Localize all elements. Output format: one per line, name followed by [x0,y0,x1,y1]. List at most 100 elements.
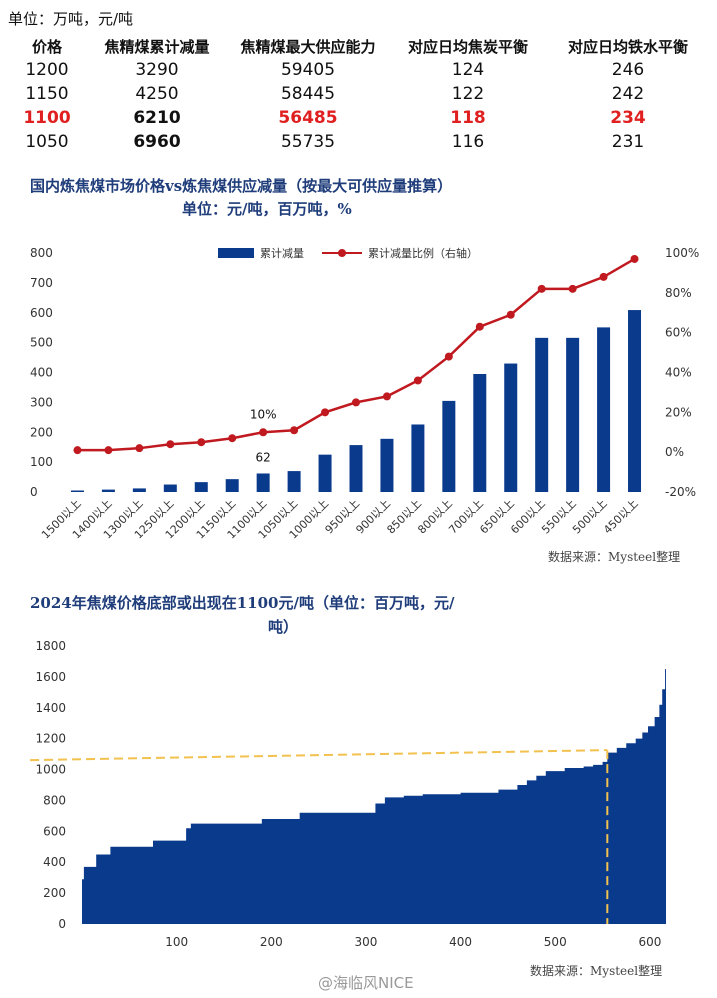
bar [349,445,363,492]
table-cell: 6960 [133,132,181,152]
table-cell: 58445 [280,84,336,104]
bar [535,337,549,492]
y-right-tick-label: 40% [665,366,692,380]
y-right-tick-label: 100% [665,246,699,260]
bar [132,488,146,492]
chart1-title: 国内炼焦煤市场价格vs炼焦煤供应减量（按最大可供应量推算） [30,177,453,195]
table-row: 1150 4250 58445 122 242 [8,82,708,106]
bar [70,490,84,492]
price-distribution-chart: 0 200 400 600 800 1000 1200 1400 1600 1800 100 200 3… [29,639,666,949]
table-header-row: 价格 焦精煤累计减量 焦精煤最大供应能力 对应日均焦炭平衡 对应日均铁水平衡 [8,34,708,58]
table-cell: 122 [451,84,485,104]
table-cell: 246 [611,60,645,80]
y-tick-label: 400 [43,855,66,869]
header-cumulative-reduction: 焦精煤累计减量 [104,37,210,56]
supply-reduction-chart: 0 100 200 300 400 500 600 700 800 -20% 0% 20% 40% 60%… [30,246,699,541]
table-cell: 56485 [278,108,338,128]
ratio-point [444,352,453,361]
legend-line-marker [338,249,346,257]
table-cell: 234 [610,108,646,128]
y-tick-label: 0 [58,917,66,931]
ratio-point [630,254,639,263]
y-tick-label: 1000 [35,763,66,777]
x-tick-label: 200 [260,935,283,949]
table-cell: 231 [611,132,645,152]
header-iron-balance: 对应日均铁水平衡 [567,37,688,56]
table-cell: 3290 [135,60,179,80]
bar [318,454,332,492]
table-cell: 1150 [25,84,69,104]
bar [597,327,611,492]
header-max-supply: 焦精煤最大供应能力 [240,37,376,56]
chart1-subtitle: 单位：元/吨，百万吨，% [182,200,352,218]
bar [504,363,518,492]
y-left-tick-label: 100 [30,455,53,469]
y-left-tick-label: 400 [30,366,53,380]
y-tick-label: 1200 [35,732,66,746]
header-price: 价格 [31,37,62,56]
header-coke-balance: 对应日均焦炭平衡 [407,37,528,56]
ratio-point [197,438,206,447]
chart2-title: 2024年焦煤价格底部或出现在1100元/吨（单位：百万吨，元/ [30,594,455,612]
watermark: @海临风NICE [318,974,414,992]
legend-line-label: 累计减量比例（右轴） [368,246,478,260]
ratio-point [228,434,237,443]
price-area [82,661,666,924]
bar [163,484,177,492]
bar [442,400,456,492]
table-cell: 55735 [280,132,336,152]
legend-bar-swatch [218,248,254,258]
y-tick-label: 1400 [35,701,66,715]
table-cell: 1100 [23,108,71,128]
table-unit-label: 单位：万吨，元/吨 [8,10,134,28]
x-tick-label: 450以上 [601,497,641,537]
y-left-tick-label: 200 [30,425,53,439]
y-tick-label: 800 [43,793,66,807]
ratio-point [568,284,577,293]
bar [287,471,301,492]
table-cell: 124 [451,60,485,80]
bar [628,310,642,492]
y-right-tick-label: 20% [665,405,692,419]
x-tick-label: 400 [449,935,472,949]
ratio-point [352,398,360,407]
table-cell: 118 [450,108,486,128]
bar [256,473,270,492]
x-tick-label: 600 [638,935,661,949]
ratio-point [73,446,82,455]
y-tick-label: 200 [43,886,66,900]
bar [380,438,394,492]
y-left-tick-label: 600 [30,306,53,320]
reference-line-horizontal [29,749,608,762]
ratio-point [413,376,422,385]
ratio-point [135,444,144,453]
x-tick-label: 100 [165,935,188,949]
y-left-tick-label: 700 [30,276,53,290]
table-cell: 6210 [133,108,181,128]
ratio-point [537,284,546,293]
y-right-tick-label: 80% [665,286,692,300]
x-tick-label: 500 [544,935,567,949]
table-cell: 1050 [25,132,69,152]
data-label: 10% [250,407,277,421]
data-label: 62 [256,450,271,464]
bar [225,479,239,492]
y-right-tick-label: 0% [665,445,684,459]
table-row: 1200 3290 59405 124 246 [8,58,708,82]
table-cell: 242 [611,84,645,104]
ratio-point [104,446,113,455]
y-right-tick-label: 60% [665,326,692,340]
ratio-point [166,440,175,449]
table-cell: 116 [451,132,485,152]
table-cell: 1200 [25,60,69,80]
table-row: 1050 6960 55735 116 231 [8,130,708,154]
y-tick-label: 1600 [35,670,66,684]
bar [411,424,425,492]
bar [101,489,115,492]
y-right-tick-label: -20% [665,485,696,499]
chart2-title-line2: 吨） [268,618,299,636]
ratio-point [259,428,268,437]
ratio-point [599,272,608,281]
table-cell: 4250 [135,84,179,104]
ratio-point [382,392,391,401]
